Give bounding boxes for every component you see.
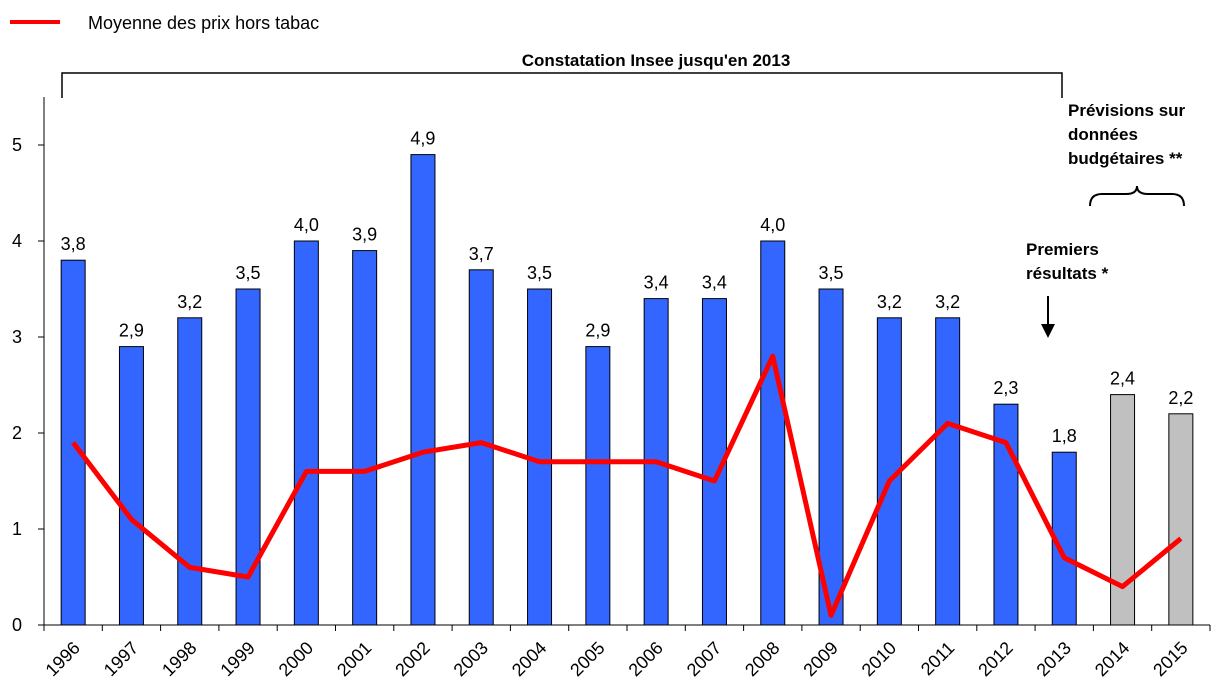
y-tick-label: 0 (12, 615, 22, 635)
bracket (61, 72, 1063, 98)
x-tick-label: 1999 (216, 638, 258, 680)
legend-label: Moyenne des prix hors tabac (88, 13, 319, 33)
data-label: 3,4 (644, 273, 669, 293)
y-tick-label: 3 (12, 327, 22, 347)
annotation-line: Premiers (1026, 240, 1099, 259)
x-tick-label: 2001 (333, 638, 375, 680)
data-label: 3,8 (61, 234, 86, 254)
x-tick-label: 1996 (42, 638, 84, 680)
bar (293, 240, 319, 626)
annotation-line: résultats * (1026, 264, 1109, 283)
x-tick-label: 2008 (741, 638, 783, 680)
x-tick-label: 2003 (450, 638, 492, 680)
bar (235, 288, 261, 626)
bar (818, 288, 844, 626)
data-label: 3,4 (702, 273, 727, 293)
annotation-line: Prévisions sur (1068, 101, 1186, 120)
x-tick-label: 2006 (625, 638, 667, 680)
x-tick-label: 2013 (1033, 638, 1075, 680)
bar (585, 346, 611, 626)
x-tick-label: 1998 (158, 638, 200, 680)
arrow-head (1041, 324, 1055, 338)
bar (701, 298, 727, 626)
x-tick-label: 2000 (275, 638, 317, 680)
data-label: 2,9 (119, 321, 144, 341)
data-label: 3,2 (935, 292, 960, 312)
data-label: 2,4 (1110, 369, 1135, 389)
data-label: 2,3 (993, 378, 1018, 398)
bar (760, 240, 786, 626)
bar (177, 317, 203, 626)
y-tick-label: 1 (12, 519, 22, 539)
data-label: 3,5 (819, 263, 844, 283)
annotation: Premiers résultats * (1026, 240, 1109, 283)
y-tick-label: 4 (12, 231, 22, 251)
annotation-line: données (1068, 125, 1138, 144)
data-label: 3,2 (877, 292, 902, 312)
bar (1110, 394, 1136, 626)
brace (1089, 185, 1185, 207)
bar (935, 317, 961, 626)
data-label: 4,0 (294, 215, 319, 235)
bar (118, 346, 144, 626)
x-tick-label: 2004 (508, 638, 550, 680)
line (71, 353, 1183, 618)
data-label: 3,5 (236, 263, 261, 283)
data-label: 3,5 (527, 263, 552, 283)
data-label: 3,7 (469, 244, 494, 264)
data-label: 2,9 (585, 321, 610, 341)
bar (410, 154, 436, 626)
x-tick-label: 2010 (858, 638, 900, 680)
annotation: Prévisions sur données budgétaires ** (1068, 101, 1190, 168)
x-tick-label: 2015 (1149, 638, 1191, 680)
data-label: 4,0 (760, 215, 785, 235)
x-tick-label: 2012 (974, 638, 1016, 680)
x-tick-label: 2009 (799, 638, 841, 680)
x-tick-label: 2007 (683, 638, 725, 680)
data-label: 1,8 (1052, 426, 1077, 446)
data-label: 2,2 (1168, 388, 1193, 408)
bar (1168, 413, 1194, 626)
data-label: 3,2 (177, 292, 202, 312)
x-tick-label: 2011 (917, 638, 959, 680)
x-tick-label: 2002 (391, 638, 433, 680)
y-tick-label: 5 (12, 135, 22, 155)
data-label: 4,9 (410, 129, 435, 149)
x-tick-label: 1997 (100, 638, 142, 680)
x-tick-label: 2014 (1091, 638, 1133, 680)
annotation-line: budgétaires ** (1068, 149, 1183, 168)
data-label: 3,9 (352, 225, 377, 245)
annotation-line: Constatation Insee jusqu'en 2013 (522, 51, 791, 70)
bar (352, 250, 378, 626)
y-tick-label: 2 (12, 423, 22, 443)
annotation: Constatation Insee jusqu'en 2013 (522, 51, 791, 70)
x-tick-label: 2005 (566, 638, 608, 680)
